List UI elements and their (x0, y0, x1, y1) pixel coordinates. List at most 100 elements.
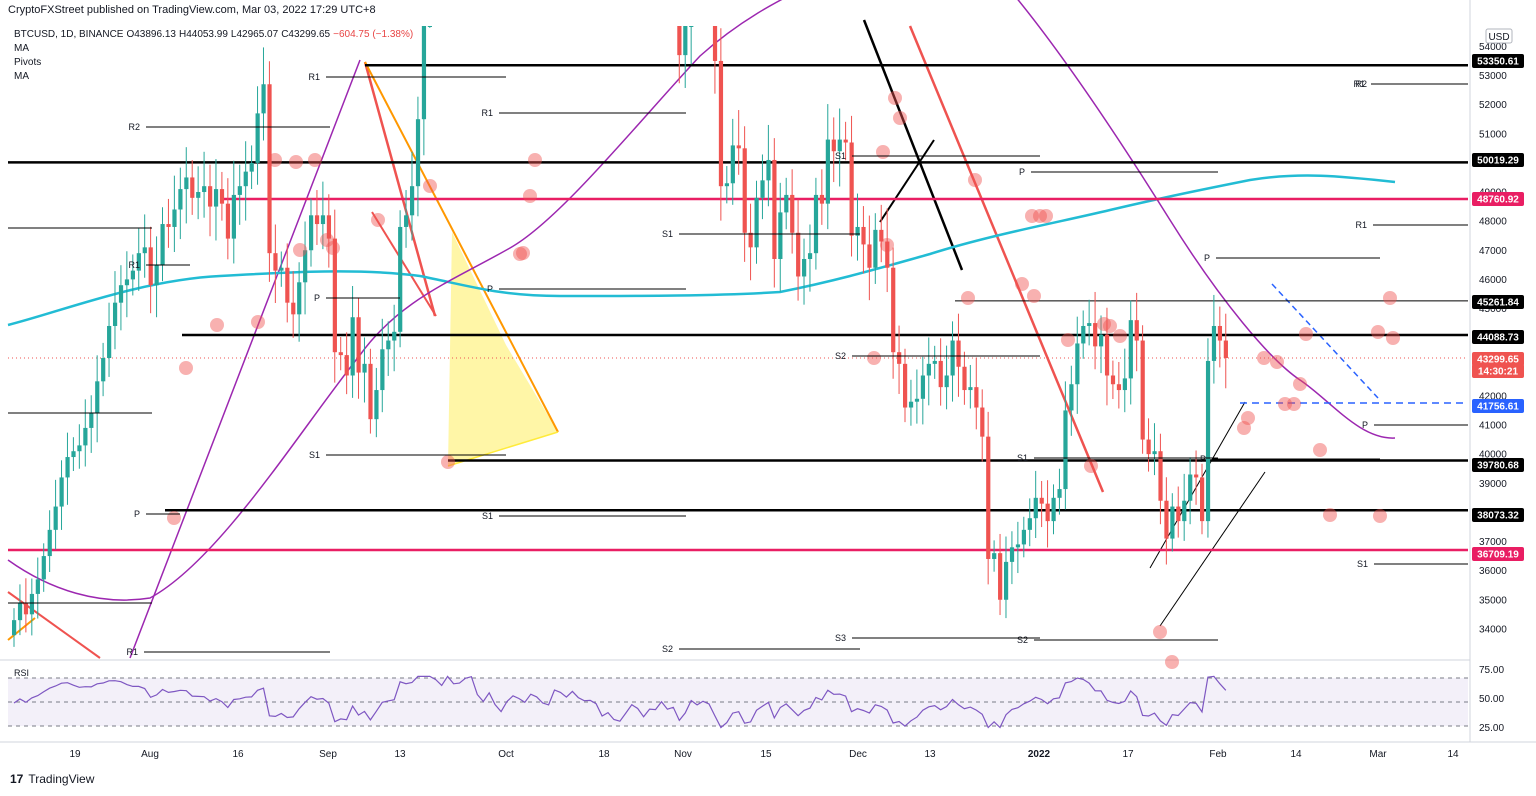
pivot-marker (423, 179, 437, 193)
candle-body (386, 340, 391, 350)
candle (71, 437, 76, 471)
candle-body (41, 556, 46, 580)
price-level-tag[interactable]: 14:30:21 (1472, 364, 1524, 378)
price-level-tag[interactable]: 53350.61 (1472, 54, 1524, 68)
candle-body (421, 26, 427, 120)
pivot-marker (1270, 355, 1284, 369)
pivot-marker (1153, 625, 1167, 639)
x-tick-label: Oct (498, 749, 514, 760)
candle-body (1116, 384, 1122, 391)
candle (1003, 536, 1009, 619)
pivot-marker (268, 153, 282, 167)
candle-body (885, 241, 890, 268)
price-tick-label: 45000 (1479, 304, 1507, 315)
price-tick-label: 39000 (1479, 479, 1507, 490)
candle (59, 460, 64, 530)
pivot-marker (876, 145, 890, 159)
candle-body (107, 325, 112, 359)
candle-body (1045, 503, 1050, 522)
candle (225, 178, 231, 260)
candle (1075, 316, 1080, 414)
price-level-tag[interactable]: 44088.73 (1472, 330, 1524, 344)
tradingview-logo[interactable]: 17 TradingView (10, 772, 94, 786)
candle (101, 342, 106, 397)
candle (843, 121, 848, 161)
candle-body (1093, 323, 1098, 347)
candle-body (1188, 474, 1193, 501)
price-level-tag[interactable]: 38073.32 (1472, 508, 1524, 522)
price-tick-label: 46000 (1479, 275, 1507, 286)
price-level-tag[interactable]: 48760.92 (1472, 192, 1524, 206)
price-level-tag[interactable]: 43299.65 (1472, 352, 1524, 366)
candle (107, 302, 112, 377)
candle-body (855, 226, 860, 236)
candle (1134, 292, 1139, 372)
candle (766, 124, 771, 207)
pivot-marker (1061, 333, 1075, 347)
pivot-marker (1386, 331, 1400, 345)
candle-body (980, 407, 985, 437)
candle (1211, 294, 1217, 384)
price-tick-label: 36000 (1479, 566, 1507, 577)
change-value: −604.75 (−1.38%) (333, 29, 414, 40)
candle (778, 182, 783, 292)
indicator-ma-2[interactable]: MA (14, 71, 29, 82)
candle-body (77, 445, 82, 452)
price-tick-label: 42000 (1479, 391, 1507, 402)
price-level-tag[interactable]: 45261.84 (1472, 295, 1524, 309)
candle (35, 557, 40, 619)
candle-body (1081, 325, 1086, 344)
indicator-ma-1[interactable]: MA (14, 43, 29, 54)
candle (980, 389, 985, 462)
x-tick-label: Mar (1369, 749, 1387, 760)
candle (1182, 473, 1187, 541)
candle-body (1021, 529, 1026, 545)
x-tick-label: 16 (232, 749, 244, 760)
price-tick-label: 54000 (1479, 42, 1507, 53)
candle (356, 297, 361, 399)
price-level-tag[interactable]: 36709.19 (1472, 547, 1524, 561)
candle-body (891, 267, 896, 353)
candle-body (784, 194, 789, 213)
candle-body (950, 340, 955, 376)
candle (421, 26, 427, 156)
candle (362, 337, 367, 403)
price-level-tag-bg (1472, 54, 1524, 68)
price-level-tag-text: 38073.32 (1477, 511, 1519, 522)
candle-body (1027, 518, 1032, 530)
symbol-label[interactable]: BTCUSD, 1D, BINANCE (14, 29, 124, 40)
pivot-r1-mar2: R1 (1355, 220, 1367, 230)
candle (1039, 480, 1044, 528)
candle-body (1051, 497, 1056, 522)
pivot-marker (326, 241, 340, 255)
price-level-tag[interactable]: 50019.29 (1472, 153, 1524, 167)
candle (1194, 450, 1199, 505)
candle-body (148, 247, 153, 286)
indicator-pivots[interactable]: Pivots (14, 57, 42, 68)
candle-body (47, 529, 52, 557)
candle (386, 321, 391, 376)
candle-body (837, 139, 842, 152)
candle-body (398, 226, 403, 332)
x-tick-label: Nov (674, 749, 692, 760)
candle (1033, 470, 1038, 539)
candle (1223, 313, 1228, 389)
x-tick-label: Aug (141, 749, 159, 760)
candle-body (1146, 439, 1151, 455)
candle (1176, 486, 1181, 538)
candle (689, 26, 694, 65)
candle-body (1140, 340, 1145, 440)
candle-body (861, 226, 866, 245)
candle (760, 154, 765, 220)
candle (908, 379, 914, 426)
candle-body (944, 375, 949, 388)
price-tick-label: 35000 (1479, 595, 1507, 606)
candle-body (1015, 544, 1021, 548)
candle-body (677, 26, 682, 56)
pivot-marker (251, 315, 265, 329)
price-level-tag[interactable]: 39780.68 (1472, 458, 1524, 472)
candle (754, 180, 759, 264)
price-level-tag[interactable]: 41756.61 (1472, 399, 1524, 413)
tradingview-logo-icon: 17 (10, 772, 24, 786)
